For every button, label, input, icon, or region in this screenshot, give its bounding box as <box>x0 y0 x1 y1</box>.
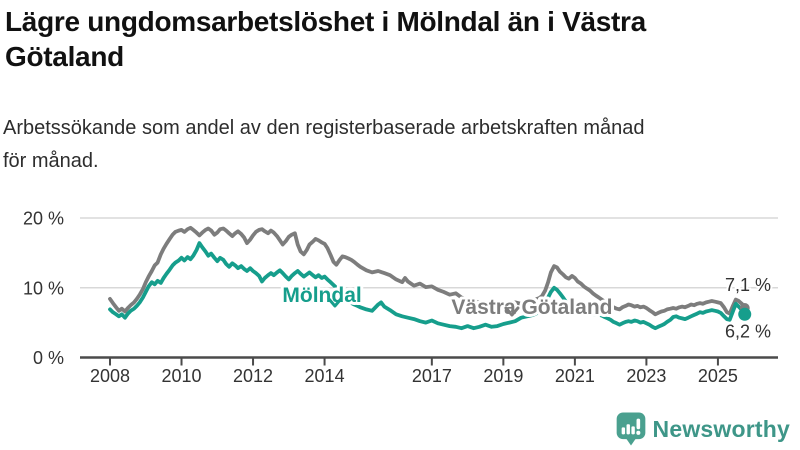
page-title: Lägre ungdomsarbetslöshet i Mölndal än i… <box>5 4 646 74</box>
title-line-2: Götaland <box>5 41 124 72</box>
newsworthy-logo[interactable]: Newsworthy <box>616 412 790 446</box>
newsworthy-icon <box>616 412 645 446</box>
newsworthy-wordmark: Newsworthy <box>652 415 790 442</box>
series-label: Västra Götaland <box>451 296 612 319</box>
title-line-1: Lägre ungdomsarbetslöshet i Mölndal än i… <box>5 6 646 37</box>
subtitle-line-2: för månad. <box>3 150 99 172</box>
series-line-m-lndal <box>108 241 747 331</box>
series-line-v-stra-g-taland <box>108 225 747 317</box>
series-end-value-label: 7,1 % <box>725 275 771 295</box>
x-axis-tick-label: 2021 <box>555 366 595 386</box>
chevron-down-icon <box>327 297 343 308</box>
series-end-value-label: 6,2 % <box>725 321 771 341</box>
x-axis-tick-label: 2008 <box>90 366 130 386</box>
series-end-dot <box>738 307 752 321</box>
x-axis-tick-label: 2010 <box>161 366 201 386</box>
x-axis-tick-label: 2023 <box>626 366 666 386</box>
y-axis-tick-label: 20 % <box>23 209 64 229</box>
series-label: Mölndal <box>282 284 361 307</box>
x-axis-tick-label: 2017 <box>412 366 452 386</box>
x-axis-tick-label: 2025 <box>698 366 738 386</box>
x-axis-tick-label: 2012 <box>233 366 273 386</box>
chart-subtitle: Arbetssökande som andel av den registerb… <box>3 112 645 178</box>
x-axis-tick-label: 2019 <box>483 366 523 386</box>
subtitle-line-1: Arbetssökande som andel av den registerb… <box>3 117 645 139</box>
y-axis-tick-label: 0 % <box>33 348 64 368</box>
y-axis-tick-label: 10 % <box>23 278 64 298</box>
x-axis-tick-label: 2014 <box>305 366 345 386</box>
chevron-down-icon <box>504 306 520 317</box>
